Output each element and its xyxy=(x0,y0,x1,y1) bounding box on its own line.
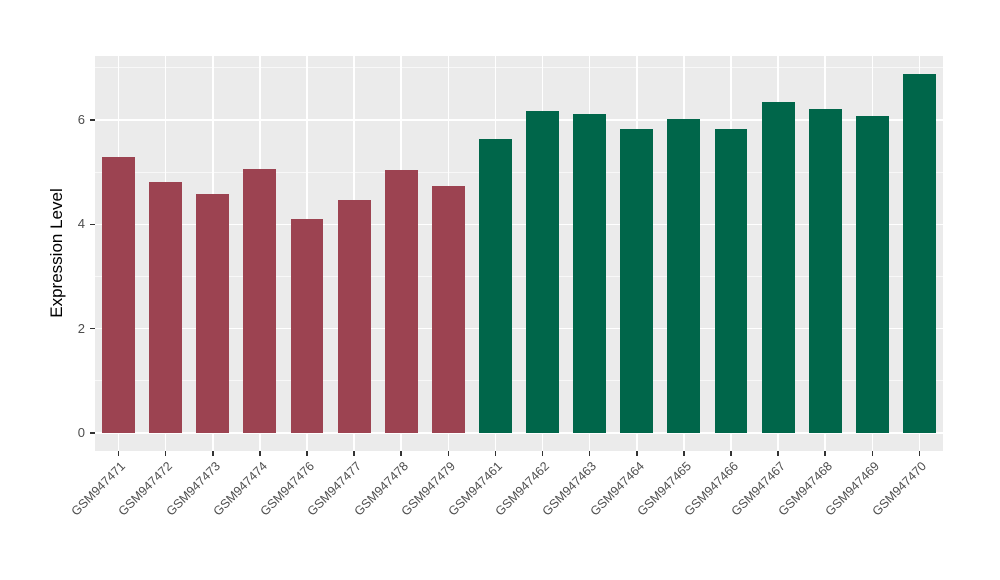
plot-panel xyxy=(95,56,943,451)
x-tick-mark xyxy=(259,451,261,456)
bar-GSM947470 xyxy=(902,74,936,433)
y-tick-label: 4 xyxy=(77,216,85,232)
y-tick-mark xyxy=(90,223,95,226)
horizontal-gridline-minor xyxy=(95,171,943,173)
x-tick-mark xyxy=(541,451,544,456)
x-tick-mark xyxy=(212,451,214,456)
x-tick-mark xyxy=(164,451,167,456)
horizontal-gridline-minor xyxy=(95,67,943,69)
x-tick-mark xyxy=(871,451,874,456)
x-tick-mark xyxy=(730,451,732,456)
x-tick-mark xyxy=(777,451,779,456)
bar-GSM947471 xyxy=(102,156,136,433)
bar-GSM947474 xyxy=(243,169,277,433)
x-tick-mark xyxy=(588,451,591,456)
x-tick-mark xyxy=(400,451,402,456)
bar-GSM947469 xyxy=(855,116,889,433)
y-tick-mark xyxy=(90,327,95,330)
x-tick-mark xyxy=(494,451,497,456)
y-axis-title: Expression Level xyxy=(47,188,66,318)
bar-GSM947472 xyxy=(149,182,183,433)
x-tick-mark xyxy=(824,451,826,456)
x-tick-mark xyxy=(683,451,685,456)
x-tick-mark xyxy=(636,451,638,456)
bar-GSM947466 xyxy=(714,128,748,433)
bar-GSM947468 xyxy=(808,108,842,433)
bar-GSM947464 xyxy=(620,128,654,433)
bar-GSM947463 xyxy=(573,114,607,433)
bar-GSM947461 xyxy=(478,139,512,433)
x-tick-mark xyxy=(918,451,921,456)
y-tick-label: 6 xyxy=(77,112,85,128)
bar-GSM947467 xyxy=(761,101,795,433)
bar-GSM947465 xyxy=(667,119,701,433)
y-tick-label: 0 xyxy=(77,424,85,440)
bar-GSM947477 xyxy=(337,199,371,433)
horizontal-gridline-major xyxy=(95,119,943,121)
bar-GSM947473 xyxy=(196,194,230,433)
horizontal-gridline-minor xyxy=(95,275,943,277)
bar-GSM947462 xyxy=(526,110,560,433)
horizontal-gridline-major xyxy=(95,432,943,434)
x-tick-mark xyxy=(117,451,120,456)
y-tick-label: 2 xyxy=(77,320,85,336)
bar-GSM947479 xyxy=(431,186,465,433)
horizontal-gridline-minor xyxy=(95,380,943,382)
horizontal-gridline-major xyxy=(95,223,943,226)
x-tick-mark xyxy=(306,451,308,456)
y-tick-mark xyxy=(90,432,95,434)
x-tick-mark xyxy=(447,451,450,456)
bar-GSM947478 xyxy=(384,169,418,433)
x-tick-mark xyxy=(353,451,355,456)
y-tick-mark xyxy=(90,119,95,121)
bar-GSM947476 xyxy=(290,219,324,433)
horizontal-gridline-major xyxy=(95,327,943,330)
